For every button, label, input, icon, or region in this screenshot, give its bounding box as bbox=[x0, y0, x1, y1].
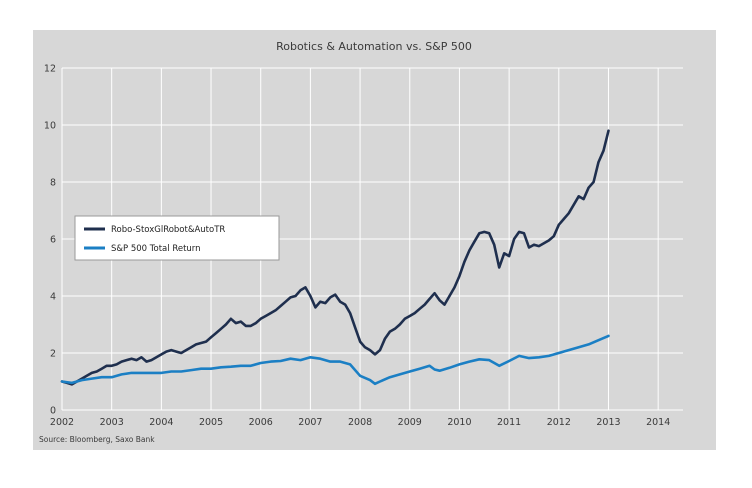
axes: 0 2 4 6 8 10 12 2002 2003 2004 2005 2006 2007 2008 200… bbox=[44, 64, 670, 429]
y-tick-label-6: 6 bbox=[50, 235, 56, 246]
x-tick-label-2012: 2012 bbox=[547, 417, 571, 428]
y-tick-label-12: 12 bbox=[44, 64, 56, 75]
x-tick-label-2007: 2007 bbox=[298, 417, 322, 428]
y-tick-label-4: 4 bbox=[50, 292, 56, 303]
x-tick-label-2013: 2013 bbox=[596, 417, 620, 428]
legend-label-0: Robo-StoxGlRobot&AutoTR bbox=[111, 225, 225, 235]
x-tick-label-2002: 2002 bbox=[50, 417, 74, 428]
x-tick-label-2008: 2008 bbox=[348, 417, 372, 428]
x-tick-label-2005: 2005 bbox=[199, 417, 223, 428]
chart-panel: 0 2 4 6 8 10 12 2002 2003 2004 2005 2006 2007 2008 200… bbox=[33, 30, 716, 450]
series-line-sp500 bbox=[60, 334, 610, 386]
x-tick-label-2003: 2003 bbox=[100, 417, 124, 428]
chart-source: Source: Bloomberg, Saxo Bank bbox=[39, 435, 155, 444]
series-line-robo-stox bbox=[60, 129, 610, 386]
x-tick-label-2010: 2010 bbox=[447, 417, 471, 428]
legend: Robo-StoxGlRobot&AutoTR S&P 500 Total Ret… bbox=[74, 215, 280, 261]
legend-box bbox=[74, 215, 280, 261]
series-layer bbox=[60, 129, 610, 386]
x-tick-label-2006: 2006 bbox=[249, 417, 273, 428]
y-tick-label-10: 10 bbox=[44, 121, 56, 132]
line-chart: 0 2 4 6 8 10 12 2002 2003 2004 2005 2006 2007 2008 200… bbox=[39, 40, 683, 444]
x-tick-label-2014: 2014 bbox=[646, 417, 670, 428]
x-tick-label-2004: 2004 bbox=[149, 417, 173, 428]
y-tick-label-0: 0 bbox=[50, 406, 56, 417]
y-tick-label-8: 8 bbox=[50, 178, 56, 189]
chart-title: Robotics & Automation vs. S&P 500 bbox=[276, 40, 472, 53]
y-tick-label-2: 2 bbox=[50, 349, 56, 360]
x-tick-label-2009: 2009 bbox=[398, 417, 422, 428]
legend-label-1: S&P 500 Total Return bbox=[111, 244, 201, 254]
x-tick-label-2011: 2011 bbox=[497, 417, 521, 428]
